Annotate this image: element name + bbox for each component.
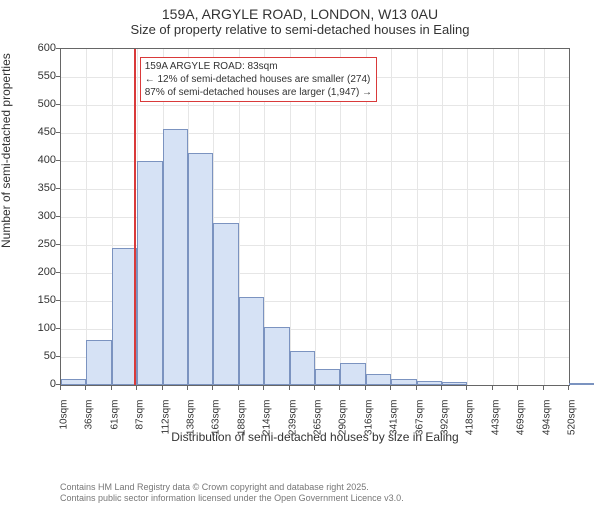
plot-area: 159A ARGYLE ROAD: 83sqm← 12% of semi-det… [60, 48, 570, 386]
x-tick-mark [187, 386, 188, 390]
histogram-bar [86, 340, 111, 385]
y-tick-label: 0 [28, 378, 56, 390]
gridline-v [544, 49, 545, 385]
gridline-v [467, 49, 468, 385]
callout-line: 159A ARGYLE ROAD: 83sqm [145, 60, 372, 73]
y-tick-label: 450 [28, 126, 56, 138]
x-tick-mark [416, 386, 417, 390]
y-tick-label: 400 [28, 154, 56, 166]
x-tick-mark [492, 386, 493, 390]
x-tick-mark [543, 386, 544, 390]
x-tick-mark [339, 386, 340, 390]
y-tick-label: 300 [28, 210, 56, 222]
histogram-bar [315, 369, 340, 385]
histogram-bar [340, 363, 365, 385]
gridline-v [518, 49, 519, 385]
x-tick-mark [111, 386, 112, 390]
gridline-v [442, 49, 443, 385]
x-tick-mark [60, 386, 61, 390]
x-tick-mark [314, 386, 315, 390]
x-tick-mark [390, 386, 391, 390]
footer-line-1: Contains HM Land Registry data © Crown c… [60, 482, 404, 493]
histogram-bar [391, 379, 416, 385]
x-tick-mark [162, 386, 163, 390]
y-tick-label: 200 [28, 266, 56, 278]
y-tick-label: 550 [28, 70, 56, 82]
y-tick-label: 100 [28, 322, 56, 334]
histogram-bar [569, 383, 594, 385]
x-tick-mark [466, 386, 467, 390]
x-axis-label: Distribution of semi-detached houses by … [60, 430, 570, 444]
x-tick-mark [263, 386, 264, 390]
page-subtitle: Size of property relative to semi-detach… [0, 22, 600, 37]
y-tick-label: 500 [28, 98, 56, 110]
histogram-bar [239, 297, 264, 385]
y-tick-label: 150 [28, 294, 56, 306]
x-tick-mark [365, 386, 366, 390]
histogram-bar [213, 223, 238, 385]
page-title: 159A, ARGYLE ROAD, LONDON, W13 0AU [0, 6, 600, 22]
footer-line-2: Contains public sector information licen… [60, 493, 404, 504]
marker-line [134, 49, 136, 385]
footer-attribution: Contains HM Land Registry data © Crown c… [60, 482, 404, 504]
gridline-v [493, 49, 494, 385]
marker-callout: 159A ARGYLE ROAD: 83sqm← 12% of semi-det… [140, 57, 377, 102]
x-tick-mark [136, 386, 137, 390]
y-tick-label: 250 [28, 238, 56, 250]
callout-line: 87% of semi-detached houses are larger (… [145, 86, 372, 99]
y-tick-label: 350 [28, 182, 56, 194]
gridline-v [417, 49, 418, 385]
histogram-bar [188, 153, 213, 385]
gridline-v [86, 49, 87, 385]
x-tick-mark [517, 386, 518, 390]
histogram-bar [417, 381, 442, 385]
x-tick-mark [85, 386, 86, 390]
y-axis-label: Number of semi-detached properties [0, 53, 13, 248]
histogram-bar [163, 129, 188, 385]
x-tick-mark [441, 386, 442, 390]
histogram-bar [290, 351, 315, 385]
histogram-bar [61, 379, 86, 385]
y-tick-label: 50 [28, 350, 56, 362]
histogram-bar [137, 161, 162, 385]
callout-line: ← 12% of semi-detached houses are smalle… [145, 73, 372, 86]
histogram-bar [366, 374, 391, 385]
chart-container: Number of semi-detached properties 0 50 10… [0, 48, 600, 448]
x-tick-mark [289, 386, 290, 390]
x-tick-mark [568, 386, 569, 390]
histogram-bar [264, 327, 289, 385]
histogram-bar [442, 382, 467, 385]
x-tick-mark [238, 386, 239, 390]
x-tick-mark [212, 386, 213, 390]
gridline-v [391, 49, 392, 385]
y-tick-label: 600 [28, 42, 56, 54]
